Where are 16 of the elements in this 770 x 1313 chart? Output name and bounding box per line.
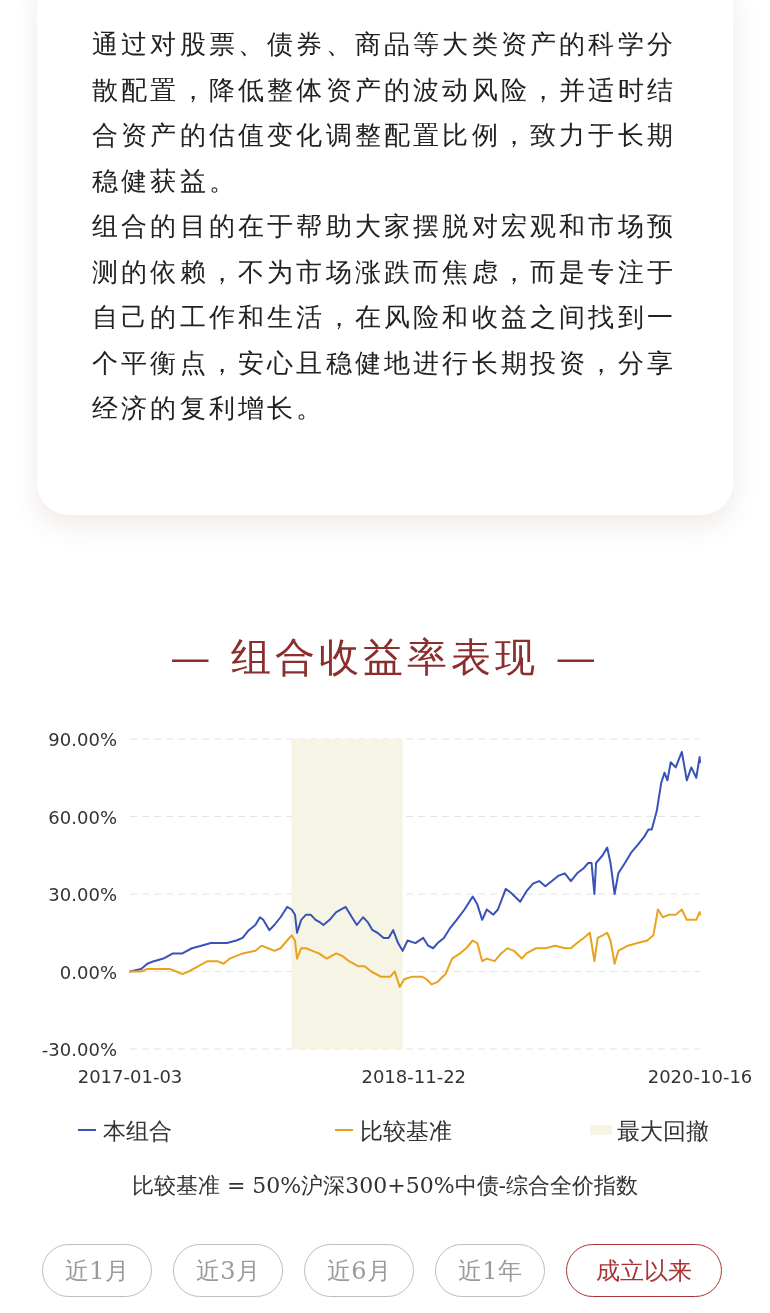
x-tick-label: 2018-11-22 (361, 1066, 467, 1087)
y-tick-label: -30.00% (41, 1039, 117, 1060)
y-tick-label: 30.00% (48, 884, 117, 905)
legend-item: 本组合 (77, 1118, 172, 1144)
y-tick-label: 0.00% (59, 961, 117, 983)
x-tick-label: 2020-10-16 (647, 1066, 753, 1087)
legend-item: 比较基准 (334, 1118, 452, 1144)
note: 比较基准 = 50%沪深300+50%中债-综合全价指数 (131, 1173, 639, 1198)
title: — 组合收益率表现 — (170, 634, 600, 680)
y-tick-label: 60.00% (48, 806, 117, 828)
y-tick-label: 90.00% (48, 729, 117, 750)
legend-label: 最大回撤 (617, 1118, 709, 1144)
legend-label: 比较基准 (360, 1118, 452, 1144)
legend-item: 最大回撤 (590, 1118, 709, 1144)
legend-label: 本组合 (103, 1118, 172, 1144)
x-tick-label: 2017-01-03 (77, 1066, 183, 1087)
